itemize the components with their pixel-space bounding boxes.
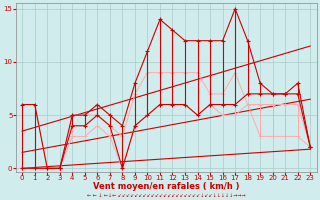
Text: ← ← ↓ ←↓← ↙↙↙↙↙↙↙↙↙↙↙↙↙↙↙↙↙↙↙↙↓↙↙↓↓↓↓↓→→→: ← ← ↓ ←↓← ↙↙↙↙↙↙↙↙↙↙↙↙↙↙↙↙↙↙↙↙↓↙↙↓↓↓↓↓→→… bbox=[87, 193, 245, 198]
X-axis label: Vent moyen/en rafales ( km/h ): Vent moyen/en rafales ( km/h ) bbox=[93, 182, 239, 191]
